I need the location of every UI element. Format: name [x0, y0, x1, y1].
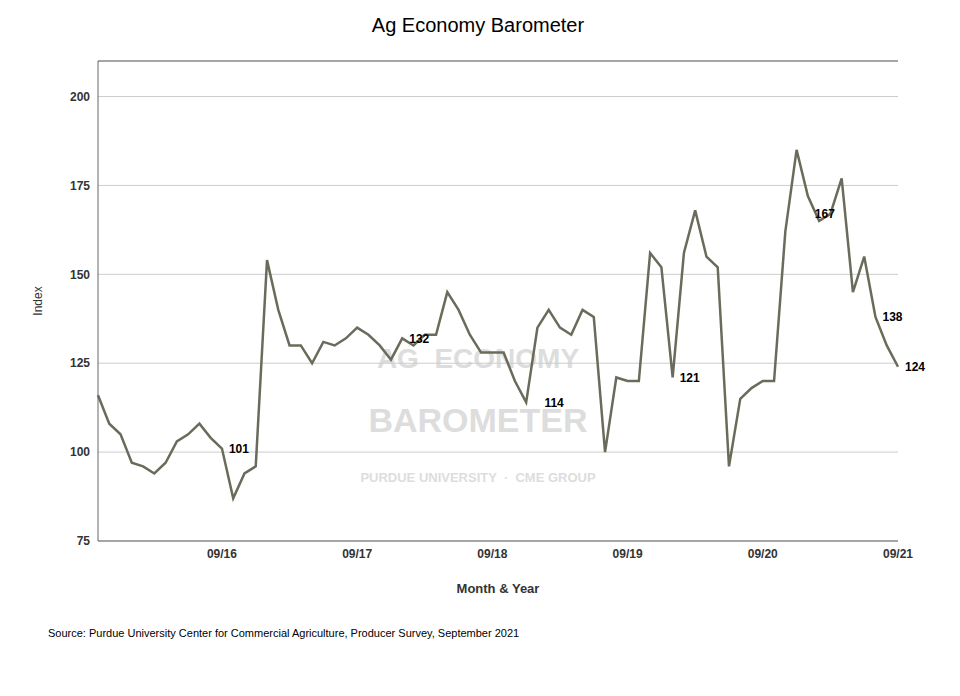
svg-text:124: 124 [905, 360, 925, 374]
svg-text:100: 100 [70, 445, 90, 459]
svg-text:09/17: 09/17 [342, 547, 372, 561]
svg-text:132: 132 [409, 332, 429, 346]
svg-text:Month & Year: Month & Year [457, 581, 540, 596]
svg-text:138: 138 [882, 310, 902, 324]
svg-text:114: 114 [544, 396, 564, 410]
svg-text:09/21: 09/21 [883, 547, 913, 561]
svg-text:09/16: 09/16 [207, 547, 237, 561]
svg-text:121: 121 [680, 371, 700, 385]
svg-text:125: 125 [70, 356, 90, 370]
svg-text:101: 101 [229, 442, 249, 456]
svg-text:75: 75 [77, 534, 91, 548]
svg-text:150: 150 [70, 268, 90, 282]
svg-text:09/19: 09/19 [613, 547, 643, 561]
svg-text:167: 167 [815, 207, 835, 221]
svg-text:175: 175 [70, 179, 90, 193]
svg-text:Index: Index [31, 286, 45, 315]
svg-text:09/20: 09/20 [748, 547, 778, 561]
svg-text:200: 200 [70, 90, 90, 104]
svg-text:09/18: 09/18 [477, 547, 507, 561]
